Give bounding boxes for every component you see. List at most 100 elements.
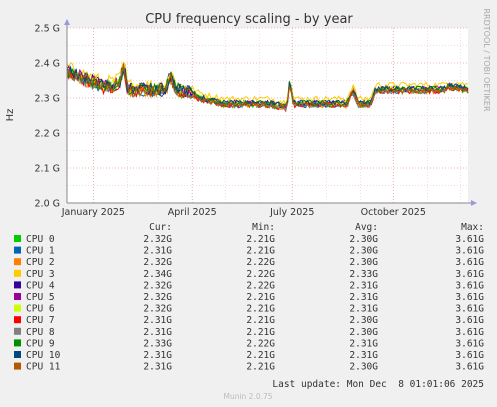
- legend-row: CPU 1 2.31G 2.21G 2.30G 3.61G: [14, 246, 484, 257]
- series-line-cpu-11: [66, 63, 469, 110]
- legend-row: CPU 7 2.31G 2.21G 2.30G 3.61G: [14, 315, 484, 326]
- legend-row: CPU 11 2.31G 2.21G 2.30G 3.61G: [14, 362, 484, 373]
- legend-min: 2.21G: [246, 292, 275, 303]
- legend-name: CPU 4: [26, 280, 55, 291]
- legend-min: 2.21G: [246, 315, 275, 326]
- series-lines: [66, 61, 469, 113]
- legend-max: 3.61G: [455, 362, 484, 373]
- legend-avg: 2.30G: [349, 234, 378, 245]
- legend-min: 2.21G: [246, 234, 275, 245]
- legend-max: 3.61G: [455, 327, 484, 338]
- legend-cur: 2.33G: [143, 338, 172, 349]
- legend-swatch: [14, 281, 21, 289]
- series-line-cpu-10: [66, 65, 469, 109]
- legend-swatch: [14, 293, 21, 300]
- legend-max: 3.61G: [455, 269, 484, 280]
- legend-swatch: [14, 327, 21, 335]
- legend-cur: 2.31G: [143, 246, 172, 257]
- legend-cur: 2.31G: [143, 362, 172, 373]
- rrdtool-credit: RRDTOOL / TOBI OETIKER: [482, 8, 491, 111]
- legend-swatch: [14, 351, 21, 358]
- y-tick-label: 2.2 G: [35, 129, 61, 140]
- legend-name: CPU 6: [26, 304, 55, 315]
- legend-avg: 2.30G: [349, 246, 378, 257]
- legend-avg: 2.30G: [349, 362, 378, 373]
- legend-cur: 2.32G: [143, 257, 172, 268]
- x-tick-label: April 2025: [168, 207, 217, 218]
- legend-swatch: [14, 362, 21, 370]
- x-axis-arrow: [471, 200, 477, 206]
- legend-swatch: [14, 304, 21, 312]
- legend-swatch: [14, 316, 21, 324]
- legend-header-max: Max:: [461, 222, 484, 233]
- legend-row: CPU 4 2.32G 2.22G 2.31G 3.61G: [14, 280, 484, 291]
- legend-header-avg: Avg:: [355, 222, 378, 233]
- legend-name: CPU 2: [26, 257, 55, 268]
- legend-avg: 2.31G: [349, 350, 378, 361]
- legend-avg: 2.31G: [349, 304, 378, 315]
- legend-avg: 2.31G: [349, 280, 378, 291]
- legend: Cur: Min: Avg: Max: CPU 0 2.32G 2.21G 2.30G…: [14, 222, 484, 373]
- y-tick-label: 2.4 G: [35, 59, 61, 70]
- legend-avg: 2.30G: [349, 257, 378, 268]
- legend-cur: 2.32G: [143, 234, 172, 245]
- legend-name: CPU 3: [26, 269, 55, 280]
- legend-cur: 2.31G: [143, 327, 172, 338]
- legend-min: 2.22G: [246, 338, 275, 349]
- legend-min: 2.21G: [246, 350, 275, 361]
- series-line-cpu-9: [66, 63, 469, 107]
- legend-avg: 2.33G: [349, 269, 378, 280]
- y-axis-label: Hz: [5, 109, 16, 122]
- legend-header-min: Min:: [252, 222, 275, 233]
- axes: [64, 19, 477, 206]
- legend-swatch: [14, 269, 21, 277]
- legend-min: 2.21G: [246, 304, 275, 315]
- legend-avg: 2.31G: [349, 338, 378, 349]
- legend-name: CPU 5: [26, 292, 55, 303]
- legend-swatch: [14, 258, 21, 266]
- legend-cur: 2.31G: [143, 350, 172, 361]
- legend-min: 2.22G: [246, 257, 275, 268]
- legend-row: CPU 3 2.34G 2.22G 2.33G 3.61G: [14, 269, 484, 280]
- legend-avg: 2.31G: [349, 292, 378, 303]
- y-tick-label: 2.0 G: [35, 199, 61, 210]
- legend-max: 3.61G: [455, 292, 484, 303]
- x-tick-label: January 2025: [61, 207, 125, 218]
- legend-name: CPU 9: [26, 338, 55, 349]
- last-update: Last update: Mon Dec 8 01:01:06 2025: [272, 379, 484, 390]
- legend-max: 3.61G: [455, 338, 484, 349]
- legend-cur: 2.34G: [143, 269, 172, 280]
- legend-max: 3.61G: [455, 257, 484, 268]
- legend-cur: 2.32G: [143, 304, 172, 315]
- legend-max: 3.61G: [455, 315, 484, 326]
- legend-cur: 2.32G: [143, 280, 172, 291]
- munin-version: Munin 2.0.75: [223, 392, 272, 401]
- y-tick-label: 2.5 G: [35, 24, 61, 35]
- legend-avg: 2.30G: [349, 315, 378, 326]
- legend-max: 3.61G: [455, 350, 484, 361]
- legend-name: CPU 8: [26, 327, 55, 338]
- legend-name: CPU 11: [26, 362, 61, 373]
- legend-row: CPU 2 2.32G 2.22G 2.30G 3.61G: [14, 257, 484, 268]
- grid: [67, 27, 468, 203]
- legend-row: CPU 9 2.33G 2.22G 2.31G 3.61G: [14, 338, 484, 349]
- legend-header-cur: Cur:: [149, 222, 172, 233]
- legend-min: 2.21G: [246, 327, 275, 338]
- legend-name: CPU 0: [26, 234, 55, 245]
- legend-min: 2.22G: [246, 269, 275, 280]
- y-tick-labels: 2.0 G 2.1 G 2.2 G 2.3 G 2.4 G 2.5 G: [35, 24, 61, 210]
- legend-swatch: [14, 235, 21, 242]
- legend-row: CPU 10 2.31G 2.21G 2.31G 3.61G: [14, 350, 484, 361]
- legend-max: 3.61G: [455, 234, 484, 245]
- legend-row: CPU 6 2.32G 2.21G 2.31G 3.61G: [14, 304, 484, 315]
- legend-max: 3.61G: [455, 246, 484, 257]
- legend-rows: CPU 0 2.32G 2.21G 2.30G 3.61G CPU 1 2.31G 2.21G…: [14, 234, 484, 373]
- legend-name: CPU 10: [26, 350, 61, 361]
- y-tick-label: 2.3 G: [35, 94, 61, 105]
- legend-name: CPU 1: [26, 246, 55, 257]
- chart-title: CPU frequency scaling - by year: [145, 12, 353, 27]
- legend-name: CPU 7: [26, 315, 55, 326]
- x-tick-labels: January 2025 April 2025 July 2025 October 2…: [61, 207, 426, 218]
- legend-swatch: [14, 246, 21, 254]
